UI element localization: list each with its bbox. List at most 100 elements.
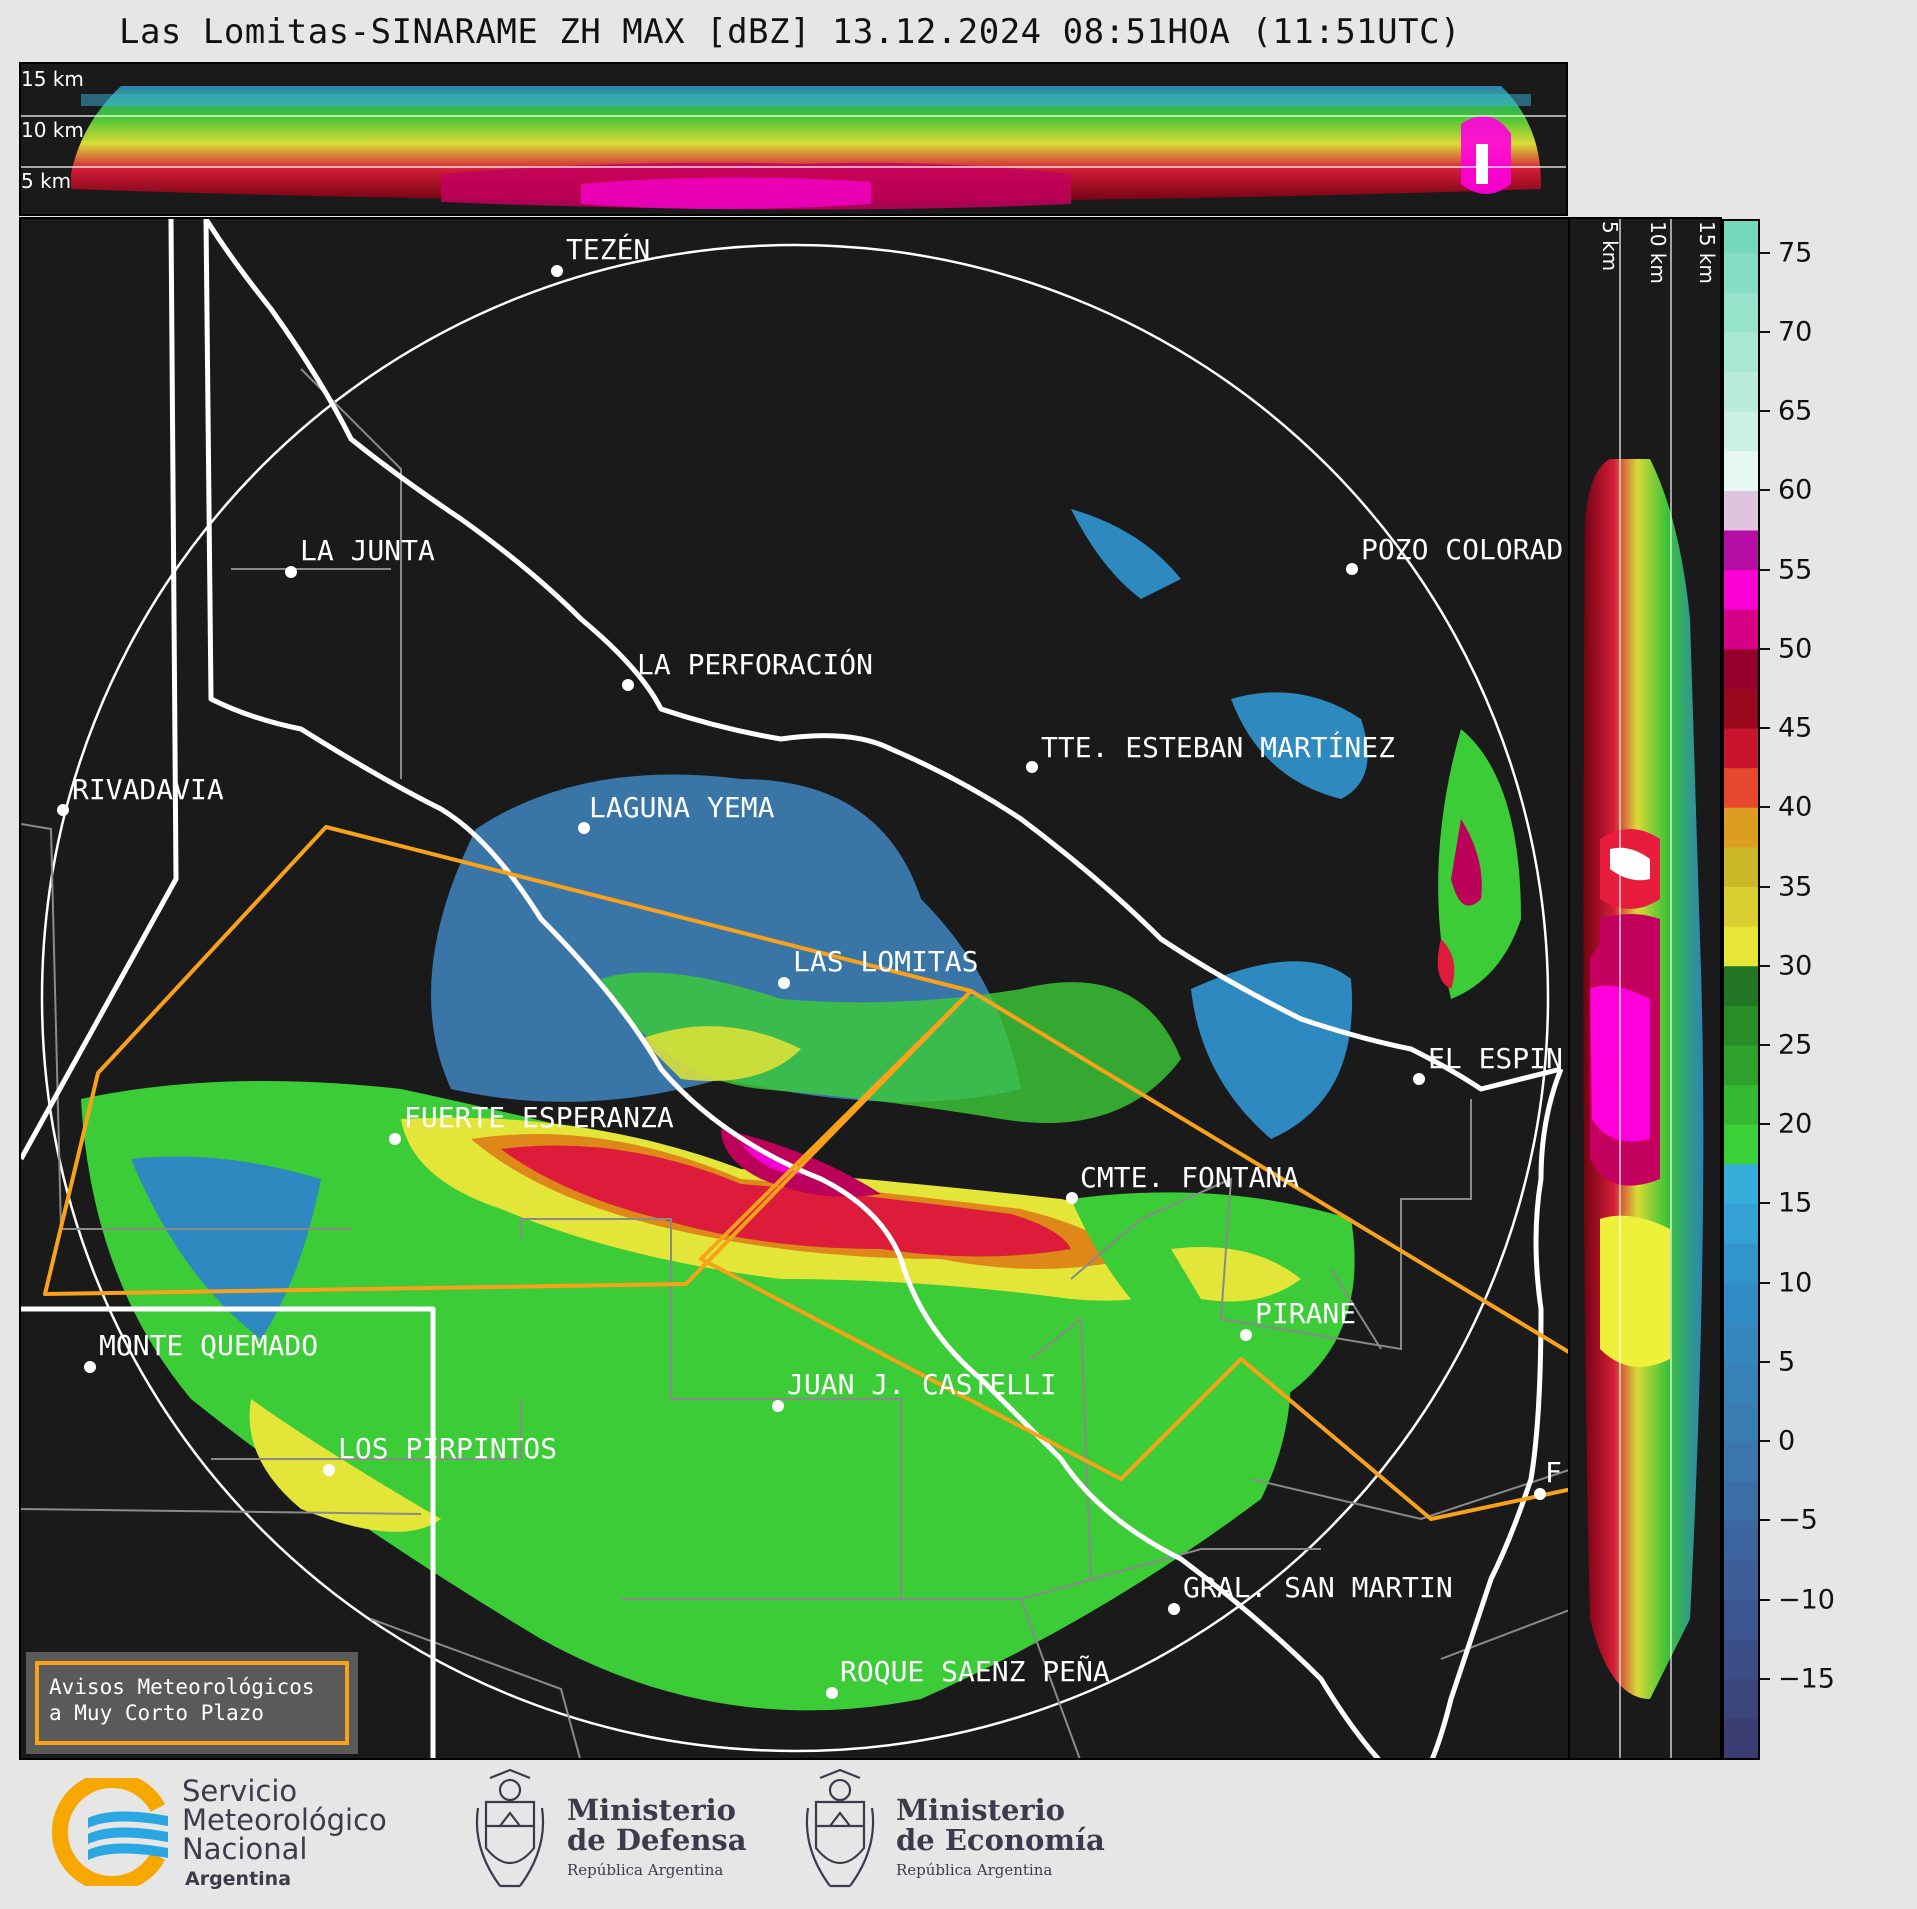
city-label-roque-saenz-pena: ROQUE SAENZ PEÑA (840, 1655, 1110, 1688)
colorbar-tick (1760, 885, 1770, 888)
colorbar-tick-label: −5 (1778, 1504, 1818, 1536)
smn-logo-line4: Argentina (185, 1868, 292, 1890)
city-label-la-junta: LA JUNTA (300, 534, 435, 567)
colorbar-tick (1760, 251, 1770, 254)
city-label-la-perforacion: LA PERFORACIÓN (637, 648, 874, 681)
colorbar-segment (1724, 529, 1758, 571)
colorbar-segment (1724, 648, 1758, 689)
colorbar-tick (1760, 568, 1770, 571)
radar-range-circle (40, 243, 1550, 1753)
city-label-monte-quemado: MONTE QUEMADO (99, 1329, 319, 1362)
colorbar-tick-label: 65 (1778, 395, 1813, 427)
city-label-pozo-colorado: POZO COLORAD (1361, 533, 1564, 566)
colorbar-segment (1724, 728, 1758, 769)
altitude-label-15km: 15 km (21, 67, 84, 91)
city-label-laguna-yema: LAGUNA YEMA (589, 791, 775, 824)
colorbar-tick (1760, 410, 1770, 413)
colorbar-tick (1760, 489, 1770, 492)
colorbar-segment (1724, 252, 1758, 293)
city-markers (57, 265, 1546, 1699)
warning-polygon-east (699, 989, 1568, 1521)
colorbar-tick-label: 15 (1778, 1187, 1813, 1219)
colorbar-segment (1724, 371, 1758, 412)
colorbar-segment (1724, 1480, 1758, 1521)
colorbar-segment (1724, 1599, 1758, 1640)
economia-logo-line3: República Argentina (896, 1861, 1053, 1879)
colorbar-tick-label: 0 (1778, 1425, 1796, 1457)
colorbar-segment (1724, 1163, 1758, 1204)
colorbar-segment (1724, 1005, 1758, 1046)
defensa-coat-of-arms-icon (475, 1768, 545, 1888)
colorbar-segment (1724, 411, 1758, 452)
colorbar-tick-label: 35 (1778, 871, 1813, 902)
department-boundaries (21, 368, 1568, 1758)
altitude-label-10km: 10 km (21, 118, 84, 142)
colorbar-segment (1724, 965, 1758, 1006)
right-cross-section-reflectivity (1583, 219, 1704, 1758)
colorbar-tick-label: 25 (1778, 1029, 1813, 1061)
colorbar-tick-label: −15 (1778, 1663, 1835, 1695)
colorbar-tick (1760, 1598, 1770, 1601)
colorbar-segment (1724, 1401, 1758, 1442)
colorbar-tick-label: 5 (1778, 1346, 1796, 1378)
city-label-fuerte-esperanza: FUERTE ESPERANZA (404, 1101, 674, 1134)
colorbar-tick-label: 30 (1778, 950, 1813, 982)
colorbar-tick (1760, 647, 1770, 650)
radar-map-canvas (21, 219, 1568, 1758)
altitude-label-right-10km: 10 km (1646, 221, 1670, 284)
colorbar-tick (1760, 1440, 1770, 1443)
colorbar-segment (1724, 450, 1758, 491)
colorbar-segment (1724, 688, 1758, 729)
right-cross-section: 5 km 10 km 15 km (1570, 217, 1722, 1760)
defensa-logo-line3: República Argentina (567, 1861, 724, 1879)
economia-coat-of-arms-icon (805, 1768, 875, 1888)
colorbar-tick-label: 70 (1778, 316, 1813, 348)
warning-legend: Avisos Meteorológicos a Muy Corto Plazo (26, 1652, 358, 1754)
colorbar-tick (1760, 1677, 1770, 1680)
colorbar-segment (1724, 1084, 1758, 1125)
reflectivity-field (81, 509, 1521, 1711)
colorbar-segment (1724, 569, 1758, 610)
colorbar-tick-label: 40 (1778, 791, 1813, 823)
city-label-las-lomitas: LAS LOMITAS (793, 945, 979, 978)
colorbar-segment (1724, 1203, 1758, 1244)
colorbar-segment (1724, 1361, 1758, 1402)
altitude-label-right-15km: 15 km (1695, 221, 1719, 284)
colorbar-tick-label: 10 (1778, 1267, 1813, 1299)
smn-logo-line3: Nacional (182, 1832, 308, 1866)
colorbar-segment (1724, 1678, 1758, 1719)
colorbar-tick-label: −10 (1778, 1584, 1835, 1616)
colorbar-segment (1724, 292, 1758, 333)
colorbar-segment (1724, 1124, 1758, 1165)
colorbar-segment (1724, 1243, 1758, 1284)
city-label-tte-esteban-martinez: TTE. ESTEBAN MARTÍNEZ (1041, 731, 1396, 764)
footer: Servicio Meteorológico Nacional Argentin… (0, 1760, 1917, 1909)
warning-legend-line2: a Muy Corto Plazo (49, 1701, 264, 1725)
dbz-colorbar-gradient (1724, 221, 1758, 1758)
colorbar-segment (1724, 1322, 1758, 1363)
city-label-los-pirpintos: LOS PIRPINTOS (338, 1432, 558, 1465)
colorbar-tick (1760, 1519, 1770, 1522)
colorbar-tick (1760, 806, 1770, 809)
chart-title: Las Lomitas-SINARAME ZH MAX [dBZ] 13.12.… (118, 12, 1462, 52)
warning-polygon-west (43, 825, 973, 1296)
colorbar-tick-label: 50 (1778, 633, 1813, 665)
colorbar-tick-label: 55 (1778, 554, 1813, 586)
colorbar-segment (1724, 490, 1758, 531)
economia-logo-line2: de Economía (896, 1823, 1105, 1857)
colorbar-segment (1724, 846, 1758, 888)
smn-logo-line1: Servicio (182, 1774, 298, 1808)
province-boundaries (21, 219, 1564, 1758)
city-label-gral-san-martin: GRAL. SAN MARTIN (1183, 1571, 1453, 1604)
colorbar-segment (1724, 609, 1758, 650)
colorbar-segment (1724, 1718, 1758, 1758)
colorbar-tick (1760, 1281, 1770, 1284)
dbz-colorbar-ticks: 75 70 65 60 55 50 45 40 35 30 25 20 15 10 5 0 −5 −10 −15 (1760, 219, 1910, 1760)
economia-logo-line1: Ministerio (896, 1793, 1066, 1827)
city-label-el-espin: EL ESPIN (1428, 1042, 1563, 1075)
top-cross-section: 15 km 10 km 5 km (19, 62, 1568, 216)
smn-logo-line2: Meteorológico (182, 1803, 387, 1837)
colorbar-segment (1724, 886, 1758, 927)
colorbar-segment (1724, 926, 1758, 967)
colorbar-tick (1760, 1043, 1770, 1046)
